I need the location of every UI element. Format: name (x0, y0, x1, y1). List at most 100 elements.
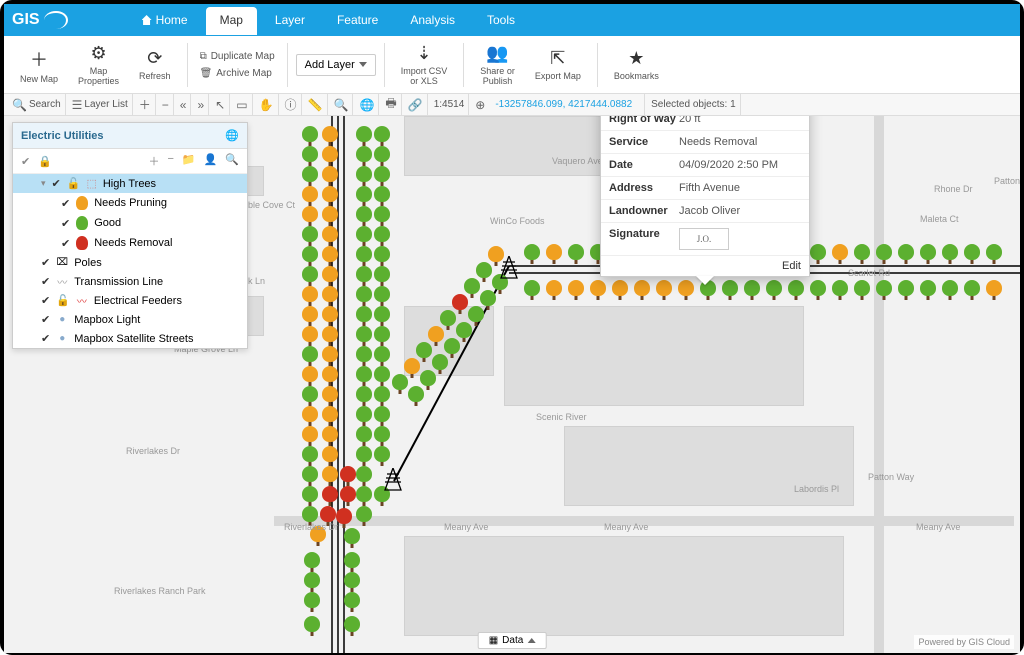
tree-marker[interactable] (304, 572, 320, 592)
tree-marker[interactable] (656, 280, 672, 300)
tree-marker[interactable] (304, 616, 320, 636)
tree-marker[interactable] (322, 186, 338, 206)
menu-tab-home[interactable]: Home (128, 7, 202, 33)
tree-marker[interactable] (374, 406, 390, 426)
tree-marker[interactable] (766, 280, 782, 300)
forward-button[interactable]: » (193, 94, 209, 115)
lock-icon[interactable]: 🔒 (38, 155, 52, 168)
tree-marker[interactable] (374, 386, 390, 406)
tree-marker[interactable] (302, 426, 318, 446)
info-tool[interactable]: ⓘ (281, 94, 302, 115)
tree-marker[interactable] (832, 244, 848, 264)
tree-marker[interactable] (356, 466, 372, 486)
tree-marker[interactable] (546, 244, 562, 264)
tree-marker[interactable] (356, 446, 372, 466)
tree-marker[interactable] (356, 506, 372, 526)
tree-marker[interactable] (356, 426, 372, 446)
tree-marker[interactable] (340, 466, 356, 486)
tree-marker[interactable] (356, 206, 372, 226)
layer-item[interactable]: ✔ ● Mapbox Light (13, 310, 247, 329)
tree-marker[interactable] (356, 286, 372, 306)
tree-marker[interactable] (374, 366, 390, 386)
fullextent-tool[interactable]: 🌐 (355, 94, 379, 115)
layer-item[interactable]: ✔ 🔓 〰 Electrical Feeders (13, 291, 247, 310)
export-map-button[interactable]: ⇱Export Map (527, 44, 589, 85)
tree-marker[interactable] (304, 592, 320, 612)
layer-item[interactable]: ✔ Good (13, 213, 247, 233)
globe-icon[interactable]: 🌐 (225, 129, 239, 142)
tree-marker[interactable] (322, 126, 338, 146)
back-button[interactable]: « (176, 94, 192, 115)
link-tool[interactable]: 🔗 (404, 94, 428, 115)
tree-marker[interactable] (322, 286, 338, 306)
data-panel-toggle[interactable]: ▦ Data (478, 632, 547, 649)
tree-marker[interactable] (302, 326, 318, 346)
user-icon[interactable]: 👤 (204, 153, 218, 169)
tree-marker[interactable] (322, 326, 338, 346)
add-layer-dropdown[interactable]: Add Layer (296, 54, 376, 76)
select-tool[interactable]: ▭ (232, 94, 252, 115)
tree-marker[interactable] (876, 244, 892, 264)
tree-marker[interactable] (374, 286, 390, 306)
tree-marker[interactable] (374, 146, 390, 166)
remove-icon[interactable]: − (167, 153, 173, 169)
tree-marker[interactable] (304, 552, 320, 572)
map-canvas[interactable]: Pebble Cove CtVaquero AveWinCo FoodsCara… (4, 116, 1020, 653)
tree-marker[interactable] (322, 306, 338, 326)
tree-marker[interactable] (854, 244, 870, 264)
layer-item[interactable]: ▾ ✔ 🔓 ⬚ High Trees (13, 174, 247, 193)
tree-marker[interactable] (322, 386, 338, 406)
archive-map-button[interactable]: 🗑Archive Map (196, 66, 279, 81)
tree-marker[interactable] (524, 244, 540, 264)
layer-item[interactable]: ✔ 〰 Transmission Line (13, 272, 247, 291)
tree-marker[interactable] (322, 246, 338, 266)
tree-marker[interactable] (322, 146, 338, 166)
tree-marker[interactable] (302, 466, 318, 486)
tree-marker[interactable] (302, 366, 318, 386)
menu-tab-analysis[interactable]: Analysis (396, 7, 469, 33)
tree-marker[interactable] (568, 244, 584, 264)
search-button[interactable]: 🔍Search (8, 94, 66, 115)
tree-marker[interactable] (374, 166, 390, 186)
tree-marker[interactable] (302, 286, 318, 306)
tree-marker[interactable] (612, 280, 628, 300)
tree-marker[interactable] (374, 326, 390, 346)
zoom-out-button[interactable]: − (158, 94, 174, 115)
tree-marker[interactable] (322, 266, 338, 286)
tree-marker[interactable] (356, 146, 372, 166)
bookmarks-button[interactable]: ★Bookmarks (606, 44, 667, 85)
tree-marker[interactable] (302, 306, 318, 326)
measure-tool[interactable]: 📏 (304, 94, 328, 115)
share-button[interactable]: 👥Share or Publish (472, 39, 523, 90)
duplicate-map-button[interactable]: ⧉Duplicate Map (196, 49, 279, 64)
zoom-in-button[interactable]: ＋ (135, 94, 156, 115)
layer-item[interactable]: ✔ ⌧ Poles (13, 253, 247, 272)
tree-marker[interactable] (374, 306, 390, 326)
tree-marker[interactable] (854, 280, 870, 300)
layer-item[interactable]: ✔ Needs Removal (13, 233, 247, 253)
tree-marker[interactable] (302, 406, 318, 426)
tree-marker[interactable] (322, 226, 338, 246)
menu-tab-map[interactable]: Map (206, 7, 257, 35)
tree-marker[interactable] (374, 426, 390, 446)
print-tool[interactable]: 🖶 (381, 94, 401, 115)
tree-marker[interactable] (374, 206, 390, 226)
tree-marker[interactable] (356, 366, 372, 386)
pole-marker[interactable] (382, 468, 404, 492)
pole-marker[interactable] (498, 256, 520, 280)
tree-marker[interactable] (356, 266, 372, 286)
tree-marker[interactable] (678, 280, 694, 300)
edit-button[interactable]: Edit (601, 256, 809, 276)
tree-marker[interactable] (302, 226, 318, 246)
tree-marker[interactable] (832, 280, 848, 300)
tree-marker[interactable] (356, 226, 372, 246)
tree-marker[interactable] (986, 244, 1002, 264)
tree-marker[interactable] (898, 280, 914, 300)
tree-marker[interactable] (302, 166, 318, 186)
tree-marker[interactable] (356, 386, 372, 406)
tree-marker[interactable] (322, 426, 338, 446)
import-csv-button[interactable]: ⇣Import CSV or XLS (393, 39, 456, 90)
tree-marker[interactable] (374, 226, 390, 246)
tree-marker[interactable] (322, 206, 338, 226)
check-icon[interactable]: ✔ (21, 155, 30, 168)
